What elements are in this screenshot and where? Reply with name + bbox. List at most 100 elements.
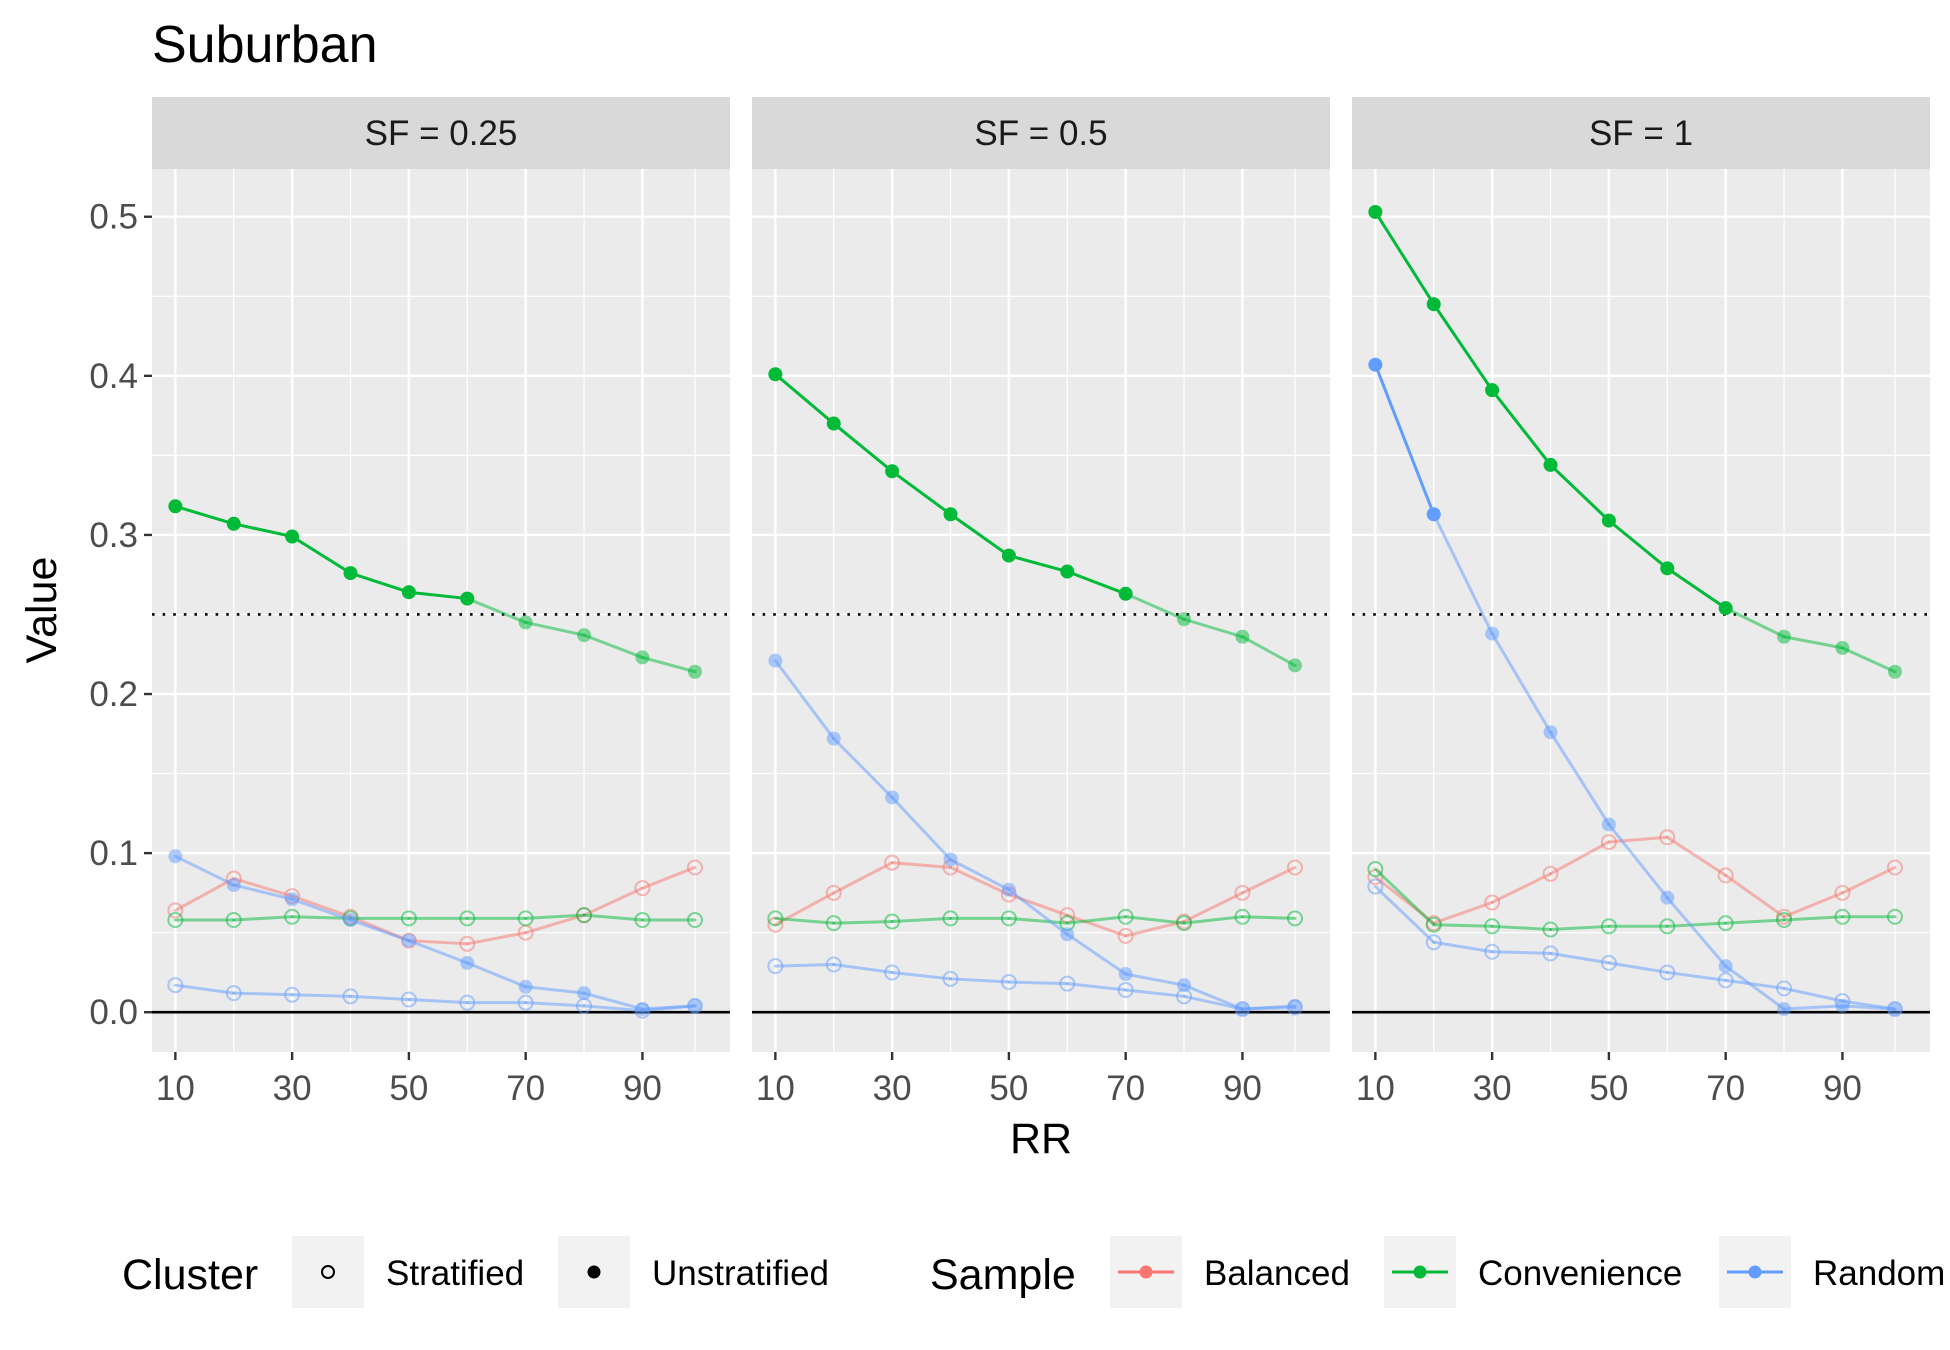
series-line-segment (832, 962, 894, 974)
x-tick-label: 10 (156, 1069, 195, 1108)
series-line-segment (640, 655, 697, 674)
data-point (635, 1002, 650, 1017)
data-point (400, 910, 417, 927)
series-line-segment (582, 633, 644, 659)
data-point (168, 849, 183, 864)
series-line-segment (1607, 519, 1669, 570)
legend-item-random: Random (1719, 1236, 1945, 1308)
series-line-segment (349, 571, 411, 594)
facet-panel: SF = 0.5 10 30 50 70 90 (752, 97, 1330, 1108)
legend-item-unstratified: Unstratified (558, 1236, 829, 1308)
data-point (577, 986, 592, 1001)
x-tick-label: 90 (623, 1069, 662, 1108)
series-line-segment (465, 931, 528, 946)
series-line-segment (773, 372, 836, 426)
series-line-segment (1182, 891, 1244, 924)
data-point (400, 991, 417, 1008)
series-line-segment (1373, 210, 1436, 306)
data-point (1659, 829, 1676, 846)
y-tick-label: 0.2 (89, 675, 138, 714)
x-tick-label: 70 (1106, 1069, 1145, 1108)
legend-symbol-filled-circle (587, 1265, 601, 1279)
data-point (635, 650, 650, 665)
data-point (634, 911, 651, 928)
data-point (1287, 658, 1302, 673)
data-point (1426, 507, 1441, 522)
data-point (1835, 998, 1850, 1013)
data-point (226, 516, 241, 531)
data-point (1117, 981, 1134, 998)
data-point (1776, 911, 1793, 928)
series-line-segment (1240, 1004, 1297, 1011)
series-line-segment (1007, 980, 1069, 986)
series-line-segment (173, 983, 236, 995)
data-point (518, 615, 533, 630)
series-line-segment (1724, 964, 1786, 1011)
series-line-segment (465, 961, 528, 989)
data-point (343, 566, 358, 581)
series-line-segment (949, 857, 1011, 892)
x-tick-label: 90 (1823, 1069, 1862, 1108)
data-point (401, 933, 416, 948)
data-point (942, 970, 959, 987)
data-point (1060, 927, 1075, 942)
series-line-segment (1124, 988, 1186, 998)
series-line-segment (1065, 913, 1128, 938)
series-line-segment (949, 512, 1011, 558)
data-point (1542, 921, 1559, 938)
data-point (1287, 998, 1302, 1013)
series-line-segment (582, 913, 644, 922)
data-point (1117, 908, 1134, 925)
data-point (225, 911, 242, 928)
x-tick-label: 10 (1356, 1069, 1395, 1108)
facet-strip (752, 97, 1330, 169)
series-line-segment (290, 993, 353, 998)
series-line-segment (1724, 606, 1786, 639)
series-line-segment (349, 994, 411, 1001)
series-line-segment (1782, 915, 1844, 922)
legend-point (1748, 1265, 1762, 1279)
data-point (1600, 954, 1617, 971)
facet-strip-label: SF = 1 (1589, 114, 1693, 153)
legend-label: Balanced (1204, 1254, 1350, 1293)
x-tick-label: 30 (873, 1069, 912, 1108)
series-line-segment (1607, 961, 1669, 974)
series-line-segment (1490, 924, 1553, 931)
x-tick-label: 90 (1223, 1069, 1262, 1108)
y-axis: 0.0 0.1 0.2 0.3 0.4 0.5 (89, 198, 152, 1032)
x-tick-label: 50 (989, 1069, 1028, 1108)
data-point (1835, 640, 1850, 655)
data-point (167, 911, 184, 928)
data-point (687, 664, 702, 679)
series-line-segment (1549, 924, 1611, 931)
data-point (577, 628, 592, 643)
series-line-segment (290, 535, 353, 575)
legend-point (1413, 1265, 1427, 1279)
data-point (1485, 383, 1500, 398)
data-point (1717, 972, 1734, 989)
data-point (768, 653, 783, 668)
data-point (1234, 884, 1251, 901)
series-line-segment (1007, 554, 1069, 574)
data-point (459, 910, 476, 927)
data-point (517, 994, 534, 1011)
series-line-segment (1782, 891, 1844, 919)
series-line-segment (582, 886, 644, 917)
series-line-segment (524, 985, 586, 995)
data-point (1542, 945, 1559, 962)
data-point (1718, 601, 1733, 616)
series-line-segment (1607, 835, 1669, 844)
x-tick-label: 30 (1473, 1069, 1512, 1108)
series-line-segment (1724, 978, 1786, 990)
series-line-segment (232, 877, 294, 898)
data-point (942, 910, 959, 927)
data-point (1886, 908, 1903, 925)
y-tick-label: 0.5 (89, 198, 138, 237)
series-line-segment (1007, 916, 1069, 925)
data-point (1886, 859, 1903, 876)
data-point (1542, 865, 1559, 882)
data-point (686, 911, 703, 928)
series-line-segment (1124, 592, 1186, 621)
data-point (1660, 890, 1675, 905)
y-axis-title: Value (18, 557, 66, 664)
